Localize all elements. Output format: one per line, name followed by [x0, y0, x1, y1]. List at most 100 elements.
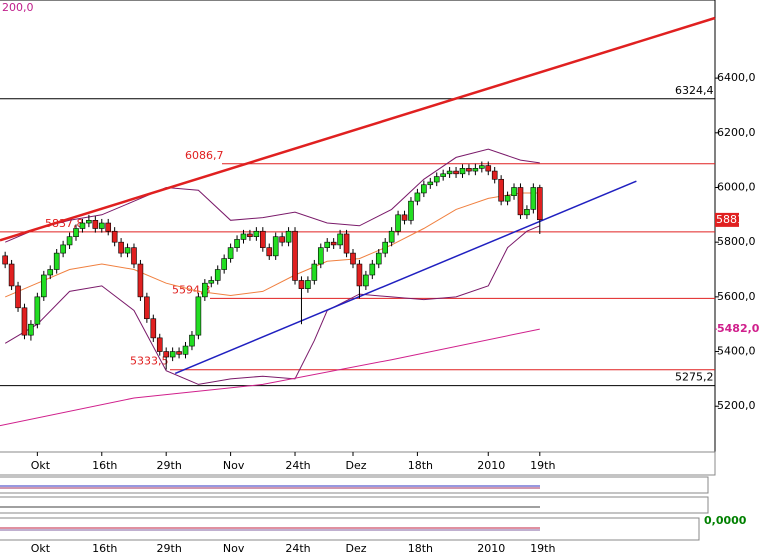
- candle-body: [298, 280, 305, 289]
- candle-body: [472, 168, 479, 172]
- candle-body: [60, 244, 66, 254]
- candle-body: [131, 247, 137, 265]
- y-tick-label: 6200,0: [717, 126, 756, 139]
- candle-body: [466, 168, 472, 172]
- candle-body: [53, 252, 60, 270]
- x-tick-label: Dez: [345, 459, 366, 472]
- x-tick-label: 2010: [477, 459, 505, 472]
- x-tick-label-bottom: 18th: [408, 542, 433, 553]
- candle-body: [41, 274, 47, 298]
- x-tick-label-bottom: 16th: [92, 542, 117, 553]
- candle-body: [279, 236, 285, 243]
- x-tick-label: 18th: [408, 459, 433, 472]
- candle-body: [2, 255, 8, 265]
- corner-label: 200,0: [2, 1, 34, 14]
- candle-body: [311, 263, 318, 281]
- last-value-label: 5482,0: [717, 322, 760, 335]
- candle-body: [156, 337, 163, 352]
- x-tick-label-bottom: 29th: [157, 542, 182, 553]
- candle-body: [240, 233, 247, 240]
- candle-body: [530, 187, 537, 210]
- candle-body: [446, 170, 453, 175]
- trend-line: [0, 16, 716, 242]
- overlay-line: [5, 192, 540, 298]
- candle-body: [266, 247, 273, 257]
- last-price-box: [715, 212, 739, 227]
- candle-body: [98, 222, 105, 229]
- candle-body: [285, 230, 292, 243]
- candle-body: [459, 168, 466, 175]
- candle-body: [511, 187, 517, 196]
- candle-body: [34, 296, 41, 325]
- candle-body: [427, 181, 434, 186]
- candle-body: [305, 280, 311, 289]
- x-tick-label-bottom: Nov: [223, 542, 245, 553]
- level-label: 6086,7: [185, 149, 224, 162]
- candle-body: [21, 307, 28, 336]
- candle-body: [401, 214, 408, 221]
- candle-body: [292, 230, 298, 281]
- indicator-value: 0,0000: [704, 514, 747, 527]
- candle-body: [260, 230, 266, 248]
- indicator-panel: [0, 496, 709, 514]
- x-tick-label-bottom: 24th: [285, 542, 310, 553]
- candle-body: [124, 247, 131, 254]
- level-label: 5837,8: [45, 217, 84, 230]
- candle-body: [498, 178, 504, 202]
- candle-body: [86, 219, 92, 224]
- candle-body: [536, 187, 543, 221]
- candle-body: [453, 170, 459, 175]
- candle-body: [388, 230, 395, 243]
- candle-body: [118, 241, 124, 254]
- x-tick-label: 16th: [92, 459, 117, 472]
- candle-body: [324, 241, 331, 248]
- candle-body: [504, 195, 511, 202]
- candle-body: [414, 192, 421, 202]
- x-tick-label: Nov: [223, 459, 245, 472]
- candle-body: [524, 209, 530, 216]
- candle-body: [163, 351, 169, 358]
- candle-body: [317, 247, 324, 265]
- candle-body: [440, 173, 446, 177]
- candle-body: [234, 239, 240, 248]
- candle-body: [189, 334, 195, 347]
- candle-body: [137, 263, 144, 298]
- x-tick-label-bottom: 2010: [477, 542, 505, 553]
- candle-body: [144, 296, 150, 320]
- candle-body: [176, 351, 182, 355]
- candle-body: [433, 176, 440, 183]
- candle-body: [343, 233, 350, 254]
- candle-body: [272, 236, 279, 257]
- candle-body: [227, 247, 234, 259]
- candle-body: [208, 280, 215, 284]
- candle-body: [382, 241, 388, 254]
- level-label: 5275,2: [675, 371, 714, 384]
- x-tick-label: 19th: [530, 459, 555, 472]
- level-label: 6324,4: [675, 84, 714, 97]
- candle-body: [28, 323, 34, 336]
- candle-body: [15, 285, 21, 309]
- candle-body: [369, 263, 376, 276]
- overlay-line: [4, 225, 540, 385]
- x-tick-label-bottom: Okt: [31, 542, 51, 553]
- candle-body: [182, 345, 189, 355]
- candle-body: [47, 269, 54, 276]
- candle-body: [375, 252, 382, 265]
- candle-body: [395, 214, 401, 232]
- overlay-line: [5, 148, 540, 243]
- candle-body: [253, 230, 260, 238]
- candle-body: [485, 165, 492, 172]
- candle-body: [479, 165, 485, 169]
- candle-body: [350, 252, 356, 265]
- date-strip: [0, 451, 716, 476]
- candle-body: [105, 222, 112, 232]
- x-tick-label: 24th: [285, 459, 310, 472]
- candle-body: [202, 282, 208, 298]
- indicator-panel: [0, 476, 709, 494]
- candle-body: [73, 228, 79, 238]
- candle-body: [195, 296, 202, 336]
- candle-body: [247, 233, 253, 238]
- candle-body: [330, 241, 337, 246]
- candle-body: [356, 263, 363, 287]
